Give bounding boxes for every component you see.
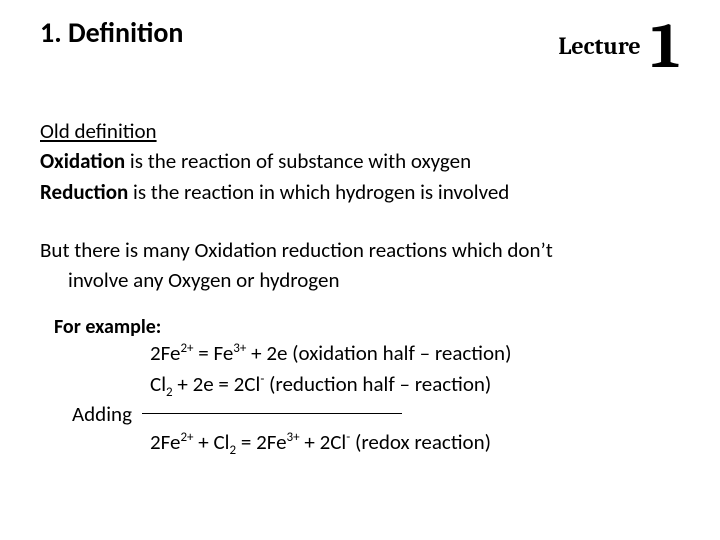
slide-header: 1. Definition Lecture 1 <box>40 0 680 78</box>
horizontal-line <box>142 413 402 414</box>
lecture-label: Lecture <box>558 32 640 60</box>
reduction-def: Reduction is the reaction in which hydro… <box>40 179 680 205</box>
eq-text: 2Fe <box>150 340 180 366</box>
example-heading: For example: <box>54 315 680 340</box>
eq-text: (redox reaction) <box>350 429 491 455</box>
eq-sup: 2+ <box>180 341 193 356</box>
equation-reduction-half: Cl2 + 2e = 2Cl- (reduction half – reacti… <box>54 371 680 397</box>
eq-text: + Cl <box>194 429 230 455</box>
eq-text: Cl <box>150 371 166 397</box>
slide-title: 1. Definition <box>40 18 183 49</box>
equation-redox: 2Fe2+ + Cl2 = 2Fe3+ + 2Cl- (redox reacti… <box>54 429 680 455</box>
eq-text: = 2Fe <box>236 429 286 455</box>
eq-sup: 2+ <box>180 430 193 445</box>
eq-text: = Fe <box>194 340 234 366</box>
spacer <box>40 209 680 237</box>
eq-sub: 2 <box>166 385 173 400</box>
eq-sup: 3+ <box>233 341 246 356</box>
eq-text: + 2Cl <box>300 429 347 455</box>
adding-label: Adding <box>72 401 132 427</box>
oxidation-term: Oxidation <box>40 148 125 174</box>
old-def-heading: Old definition <box>40 118 680 144</box>
oxidation-text: is the reaction of substance with oxygen <box>125 148 471 174</box>
eq-text: + 2e = 2Cl <box>173 371 261 397</box>
slide: 1. Definition Lecture 1 Old definition O… <box>0 0 720 540</box>
lecture-tag: Lecture 1 <box>558 14 680 78</box>
eq-text: + 2e (oxidation half – reaction) <box>246 340 511 366</box>
adding-row: Adding <box>54 401 680 427</box>
eq-text: (reduction half – reaction) <box>264 371 491 397</box>
example-block: For example: 2Fe2+ = Fe3+ + 2e (oxidatio… <box>40 315 680 455</box>
reduction-term: Reduction <box>40 179 128 205</box>
reduction-text: is the reaction in which hydrogen is inv… <box>128 179 509 205</box>
eq-text: 2Fe <box>150 429 180 455</box>
oxidation-def: Oxidation is the reaction of substance w… <box>40 148 680 174</box>
eq-sup: 3+ <box>287 430 300 445</box>
equation-oxidation-half: 2Fe2+ = Fe3+ + 2e (oxidation half – reac… <box>54 340 680 366</box>
transition-line1: But there is many Oxidation reduction re… <box>40 237 680 263</box>
lecture-number: 1 <box>651 14 680 78</box>
slide-body: Old definition Oxidation is the reaction… <box>40 118 680 455</box>
transition-line2: involve any Oxygen or hydrogen <box>40 267 680 293</box>
